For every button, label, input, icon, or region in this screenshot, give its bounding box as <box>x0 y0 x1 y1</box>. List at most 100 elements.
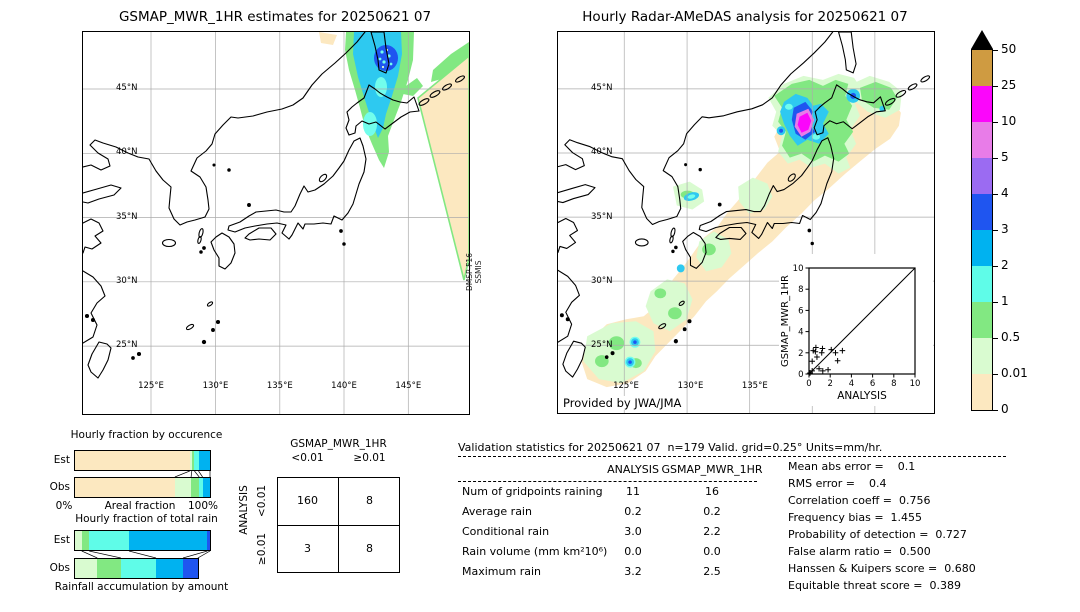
colorbar-tick-label: 4 <box>1001 186 1009 200</box>
colorbar-tick-label: 3 <box>1001 222 1009 236</box>
svg-text:2: 2 <box>827 379 832 389</box>
bar-segment <box>189 451 192 470</box>
bar-segment <box>199 478 203 497</box>
colorbar-tick-mark <box>993 266 998 267</box>
contingency-col-label-ge: ≥0.01 <box>353 452 386 464</box>
colorbar-segment <box>972 266 992 302</box>
svg-text:8: 8 <box>891 379 896 389</box>
occurrence-bar-obs <box>74 477 211 498</box>
bar-segment <box>202 478 210 497</box>
validation-col-analysis: ANALYSIS <box>607 463 659 476</box>
scatter-inset: 0 2 4 6 8 10 0 2 4 6 8 10 ANALYSIS GSMAP_MWR_1HR <box>779 254 933 406</box>
svg-text:4: 4 <box>849 379 854 389</box>
occurrence-axis-label: Areal fraction <box>104 500 176 512</box>
contingency-cell-11: 8 <box>366 542 373 555</box>
svg-text:10: 10 <box>793 264 804 274</box>
left-map-title: GSMAP_MWR_1HR estimates for 20250621 07 <box>118 9 432 25</box>
colorbar-tick-mark <box>993 50 998 51</box>
colorbar-tick-label: 1 <box>1001 294 1009 308</box>
bar-segment <box>182 559 198 578</box>
bar-segment <box>207 531 210 550</box>
validation-row: Rain volume (mm km²10⁶) 0.0 0.0 <box>462 545 721 558</box>
colorbar-tick-label: 0 <box>1001 402 1009 416</box>
credit-text: Provided by JWA/JMA <box>561 396 684 410</box>
summary-stat-line: RMS error = 0.4 <box>788 477 887 490</box>
contingency-hdivider <box>277 525 400 527</box>
one-to-one-line <box>808 267 916 375</box>
colorbar-tick-label: 5 <box>1001 150 1009 164</box>
scatter-ticks: 0 2 4 6 8 10 0 2 4 6 8 10 <box>793 264 921 389</box>
scatter-xlabel: ANALYSIS <box>837 390 887 402</box>
validation-row: Num of gridpoints raining 11 16 <box>462 485 719 498</box>
colorbar-tick-label: 2 <box>1001 258 1009 272</box>
colorbar-tick-mark <box>993 230 998 231</box>
contingency-cell-00: 160 <box>297 494 318 507</box>
colorbar-segment <box>972 194 992 230</box>
map-left: 45°N 40°N 35°N 30°N 25°N 125°E 130°E 135°E 140°E… <box>82 31 470 415</box>
bar-segment <box>198 451 210 470</box>
colorbar-tick-mark <box>993 194 998 195</box>
occurrence-bar-est <box>74 450 211 471</box>
svg-text:4: 4 <box>798 328 803 338</box>
colorbar-tick-mark <box>993 122 998 123</box>
satellite-label: DMSP-F16 SSMIS <box>465 253 484 291</box>
summary-stat-line: Frequency bias = 1.455 <box>788 511 923 524</box>
summary-stat-line: Hanssen & Kuipers score = 0.680 <box>788 562 976 575</box>
bar-segment <box>89 531 129 550</box>
totalrain-chart-title: Hourly fraction of total rain <box>75 513 218 525</box>
radar-rain-overlay <box>581 73 902 388</box>
contingency-title: GSMAP_MWR_1HR <box>290 438 387 450</box>
colorbar-segment <box>972 122 992 158</box>
svg-text:6: 6 <box>798 306 803 316</box>
summary-stat-line: Probability of detection = 0.727 <box>788 528 967 541</box>
totalrain-axis-label: Rainfall accumulation by amount <box>54 581 229 593</box>
bar-segment <box>191 451 195 470</box>
totalrain-obs-label: Obs <box>49 562 70 574</box>
occurrence-connectors <box>174 471 211 477</box>
bar-segment <box>75 478 175 497</box>
validation-row: Average rain 0.2 0.2 <box>462 505 721 518</box>
totalrain-bar-obs <box>74 558 199 579</box>
bar-segment <box>128 531 208 550</box>
contingency-cell-01: 8 <box>366 494 373 507</box>
bar-segment <box>120 559 156 578</box>
validation-row: Conditional rain 3.0 2.2 <box>462 525 721 538</box>
gsmap-rain-overlay <box>319 32 469 281</box>
svg-text:0: 0 <box>806 379 811 389</box>
validation-title: Validation statistics for 20250621 07 n=… <box>458 441 883 454</box>
bar-segment <box>155 559 183 578</box>
colorbar-tick-label: 10 <box>1001 114 1017 128</box>
bar-segment <box>194 451 199 470</box>
colorbar-tick-mark <box>993 338 998 339</box>
summary-statistics: Mean abs error = 0.1 RMS error = 0.4 Corre… <box>788 458 976 594</box>
validation-col-gsmap: GSMAP_MWR_1HR <box>661 463 763 476</box>
map-right: 45°N40°N35°N30°N25°N125°E130°E135°E140°E… <box>557 31 935 414</box>
summary-stat-line: False alarm ratio = 0.500 <box>788 545 931 558</box>
contingency-row-label-lt: <0.01 <box>256 484 268 518</box>
right-map-title: Hourly Radar-AMeDAS analysis for 2025062… <box>582 9 908 25</box>
colorbar-tick-mark <box>993 410 998 411</box>
summary-stat-line: Mean abs error = 0.1 <box>788 460 916 473</box>
bar-segment <box>97 559 121 578</box>
bar-segment <box>174 478 192 497</box>
colorbar-tick-label: 0.01 <box>1001 366 1028 380</box>
validation-rows: Num of gridpoints raining 11 16 Average rai… <box>458 485 788 595</box>
colorbar-tick-label: 25 <box>1001 78 1017 92</box>
colorbar-tick-mark <box>993 158 998 159</box>
occurrence-axis-0: 0% <box>55 500 73 512</box>
occurrence-est-label: Est <box>53 454 70 466</box>
svg-text:8: 8 <box>798 285 803 295</box>
colorbar-segment <box>972 374 992 410</box>
summary-stat-line: Correlation coeff = 0.756 <box>788 494 931 507</box>
colorbar-tick-mark <box>993 86 998 87</box>
colorbar-bar <box>971 49 993 411</box>
svg-text:0: 0 <box>798 370 803 380</box>
occurrence-axis-100: 100% <box>187 500 219 512</box>
colorbar-tick-label: 0.5 <box>1001 330 1021 344</box>
bar-segment <box>81 531 90 550</box>
svg-text:2: 2 <box>798 349 803 359</box>
colorbar: 50 25 10 5 4 3 2 1 0.5 0.01 0 <box>971 30 1033 416</box>
scatter-points <box>807 344 846 376</box>
radar-map-canvas <box>558 32 934 413</box>
